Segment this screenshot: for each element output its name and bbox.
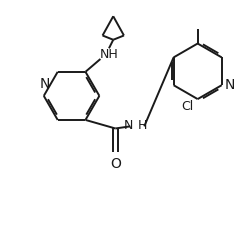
Text: O: O [110,157,121,171]
Text: H: H [138,119,147,132]
Text: N: N [124,119,134,132]
Text: N: N [39,77,50,91]
Text: Cl: Cl [181,100,193,113]
Text: NH: NH [100,48,118,61]
Text: N: N [225,78,235,92]
